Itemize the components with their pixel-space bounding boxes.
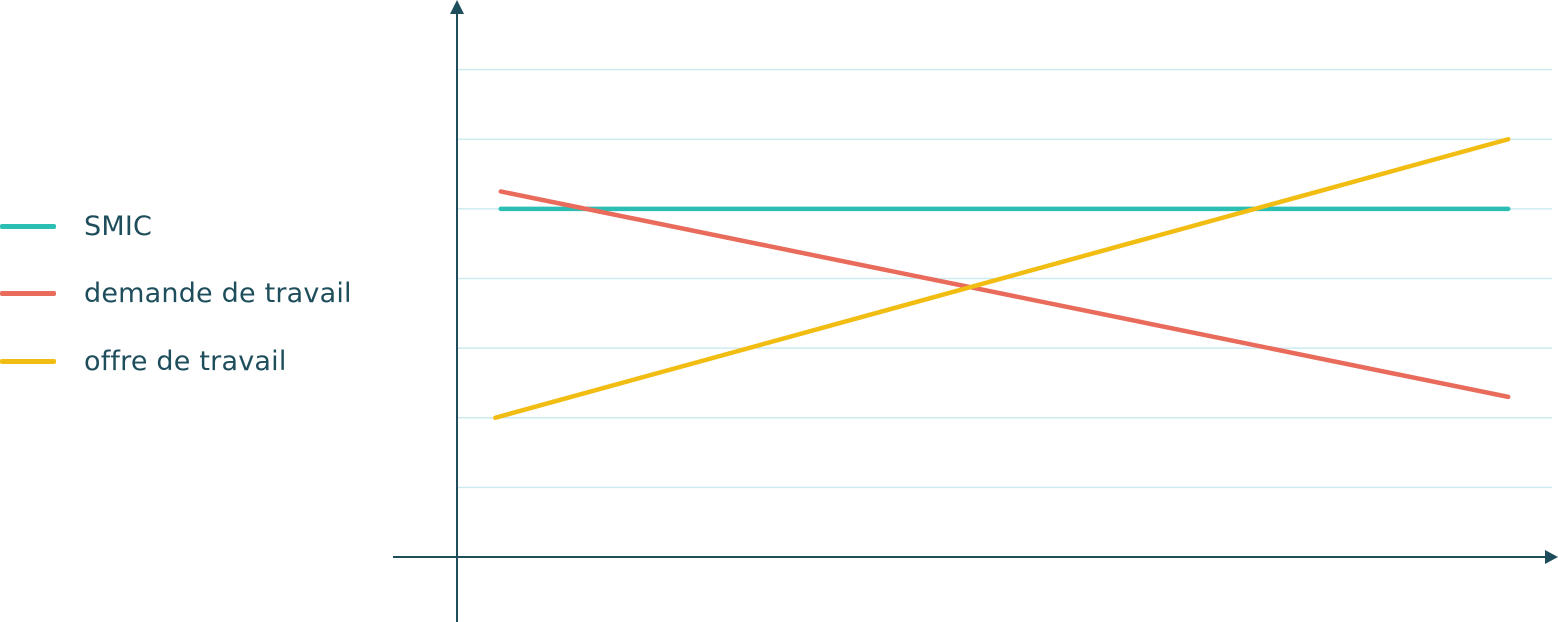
x-axis-arrow-icon: [1545, 550, 1558, 564]
legend: SMIC demande de travail offre de travail: [0, 0, 380, 622]
series-lines: [493, 137, 1511, 420]
axes: [393, 0, 1558, 622]
legend-swatch: [0, 223, 56, 229]
legend-swatch: [0, 358, 56, 364]
legend-label: demande de travail: [84, 277, 352, 309]
legend-label: SMIC: [84, 210, 153, 242]
series-line-demande-de-travail: [498, 189, 1511, 400]
legend-swatch: [0, 290, 56, 296]
y-axis-arrow-icon: [450, 0, 464, 14]
legend-item-demande-de-travail: demande de travail: [0, 273, 352, 313]
legend-label: offre de travail: [84, 345, 287, 377]
legend-item-offre-de-travail: offre de travail: [0, 341, 287, 381]
series-line-offre-de-travail: [493, 137, 1511, 420]
legend-item-smic: SMIC: [0, 206, 152, 246]
